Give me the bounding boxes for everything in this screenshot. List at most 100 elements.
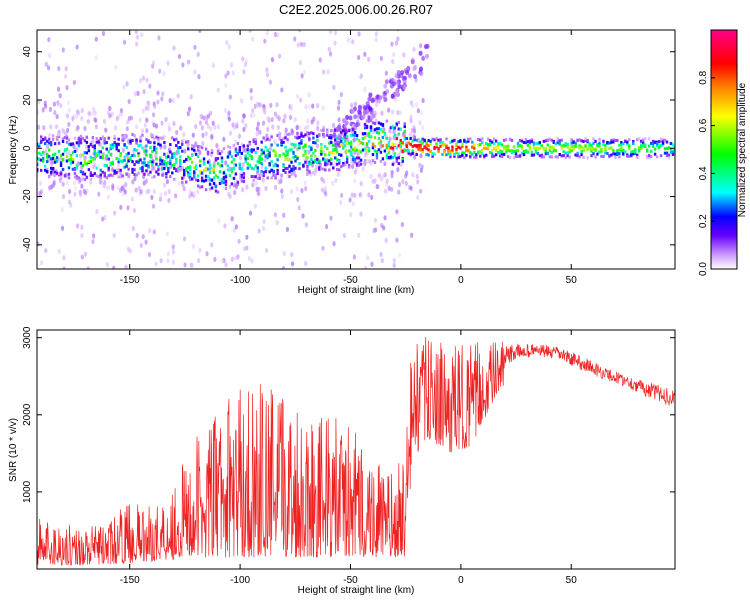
heatmap-cell <box>228 152 232 156</box>
heatmap-cell <box>163 162 166 166</box>
heatmap-cell <box>222 177 226 181</box>
heatmap-cell <box>473 146 476 150</box>
heatmap-cell <box>115 147 118 151</box>
heatmap-cell <box>83 251 88 257</box>
heatmap-cell <box>397 162 401 166</box>
heatmap-cell <box>301 213 305 219</box>
heatmap-cell <box>481 137 484 141</box>
heatmap-cell <box>242 176 246 180</box>
heatmap-cell <box>369 126 373 130</box>
heatmap-cell <box>306 156 309 160</box>
heatmap-cell <box>94 124 98 130</box>
heatmap-cell <box>53 142 57 146</box>
heatmap-cell <box>326 69 330 75</box>
heatmap-cell <box>399 138 402 142</box>
heatmap-cell <box>310 148 313 152</box>
heatmap-cell <box>140 32 144 38</box>
heatmap-cell <box>67 121 71 128</box>
heatmap-cell <box>89 171 93 175</box>
heatmap-cell <box>159 258 163 264</box>
heatmap-cell <box>303 180 307 186</box>
heatmap-cell <box>653 147 657 151</box>
heatmap-cell <box>71 160 75 164</box>
heatmap-cell <box>457 145 460 149</box>
heatmap-cell <box>166 251 170 257</box>
heatmap-cell <box>272 164 275 168</box>
heatmap-cell <box>403 122 406 126</box>
heatmap-cell <box>409 142 412 146</box>
heatmap-cell <box>105 261 109 267</box>
heatmap-cell <box>558 141 561 145</box>
heatmap-cell <box>288 164 291 168</box>
heatmap-cell <box>155 170 158 174</box>
heatmap-cell <box>65 85 69 91</box>
heatmap-cell <box>465 145 468 149</box>
heatmap-cell <box>329 215 333 221</box>
heatmap-cell <box>408 131 413 138</box>
heatmap-cell <box>265 133 269 139</box>
heatmap-cell <box>616 152 619 156</box>
heatmap-cell <box>234 172 238 176</box>
heatmap-cell <box>124 181 128 188</box>
heatmap-cell <box>58 156 63 162</box>
heatmap-cell <box>566 154 569 158</box>
heatmap-cell <box>324 191 328 197</box>
heatmap-cell <box>293 116 297 123</box>
heatmap-cell <box>392 129 396 135</box>
heatmap-cell <box>69 161 73 165</box>
heatmap-cell <box>328 168 331 172</box>
heatmap-cell <box>504 145 508 149</box>
heatmap-cell <box>55 171 59 175</box>
heatmap-cell <box>463 139 466 143</box>
heatmap-cell <box>350 163 355 170</box>
heatmap-cell <box>258 155 261 159</box>
heatmap-cell <box>413 73 418 79</box>
heatmap-cell <box>467 139 470 143</box>
heatmap-cell <box>210 186 214 190</box>
heatmap-cell <box>400 221 404 228</box>
heatmap-cell <box>626 140 629 144</box>
heatmap-cell <box>45 160 49 164</box>
heatmap-cell <box>260 148 263 152</box>
heatmap-cell <box>397 181 402 188</box>
heatmap-cell <box>37 156 39 160</box>
heatmap-cell <box>320 167 323 171</box>
heatmap-cell <box>177 140 180 144</box>
heatmap-cell <box>216 156 220 160</box>
heatmap-cell <box>343 144 347 148</box>
heatmap-cell <box>586 147 589 151</box>
heatmap-cell <box>133 134 136 138</box>
heatmap-cell <box>544 139 548 143</box>
heatmap-cell <box>274 150 277 154</box>
heatmap-cell <box>489 139 492 143</box>
heatmap-cell <box>327 46 331 52</box>
heatmap-cell <box>339 199 343 206</box>
heatmap-cell <box>155 162 158 166</box>
heatmap-cell <box>262 225 266 232</box>
heatmap-cell <box>302 41 306 48</box>
heatmap-cell <box>153 141 156 145</box>
heatmap-cell <box>616 149 619 153</box>
heatmap-cell <box>560 154 563 158</box>
heatmap-cell <box>392 257 396 264</box>
heatmap-cell <box>417 147 420 151</box>
heatmap-cell <box>328 153 331 157</box>
heatmap-cell <box>61 158 65 162</box>
heatmap-cell <box>494 139 498 143</box>
heatmap-cell <box>265 30 269 36</box>
heatmap-cell <box>463 151 466 155</box>
heatmap-cell <box>361 166 365 172</box>
heatmap-cell <box>89 155 93 159</box>
heatmap-cell <box>538 146 542 150</box>
heatmap-cell <box>300 73 304 79</box>
heatmap-cell <box>399 141 402 145</box>
heatmap-cell <box>108 105 112 111</box>
heatmap-cell <box>87 168 91 172</box>
heatmap-cell <box>113 169 116 173</box>
heatmap-cell <box>418 162 422 168</box>
heatmap-cell <box>262 151 265 155</box>
heatmap-cell <box>542 146 546 150</box>
heatmap-cell <box>443 149 446 153</box>
heatmap-cell <box>304 222 308 228</box>
heatmap-cell <box>592 152 595 156</box>
